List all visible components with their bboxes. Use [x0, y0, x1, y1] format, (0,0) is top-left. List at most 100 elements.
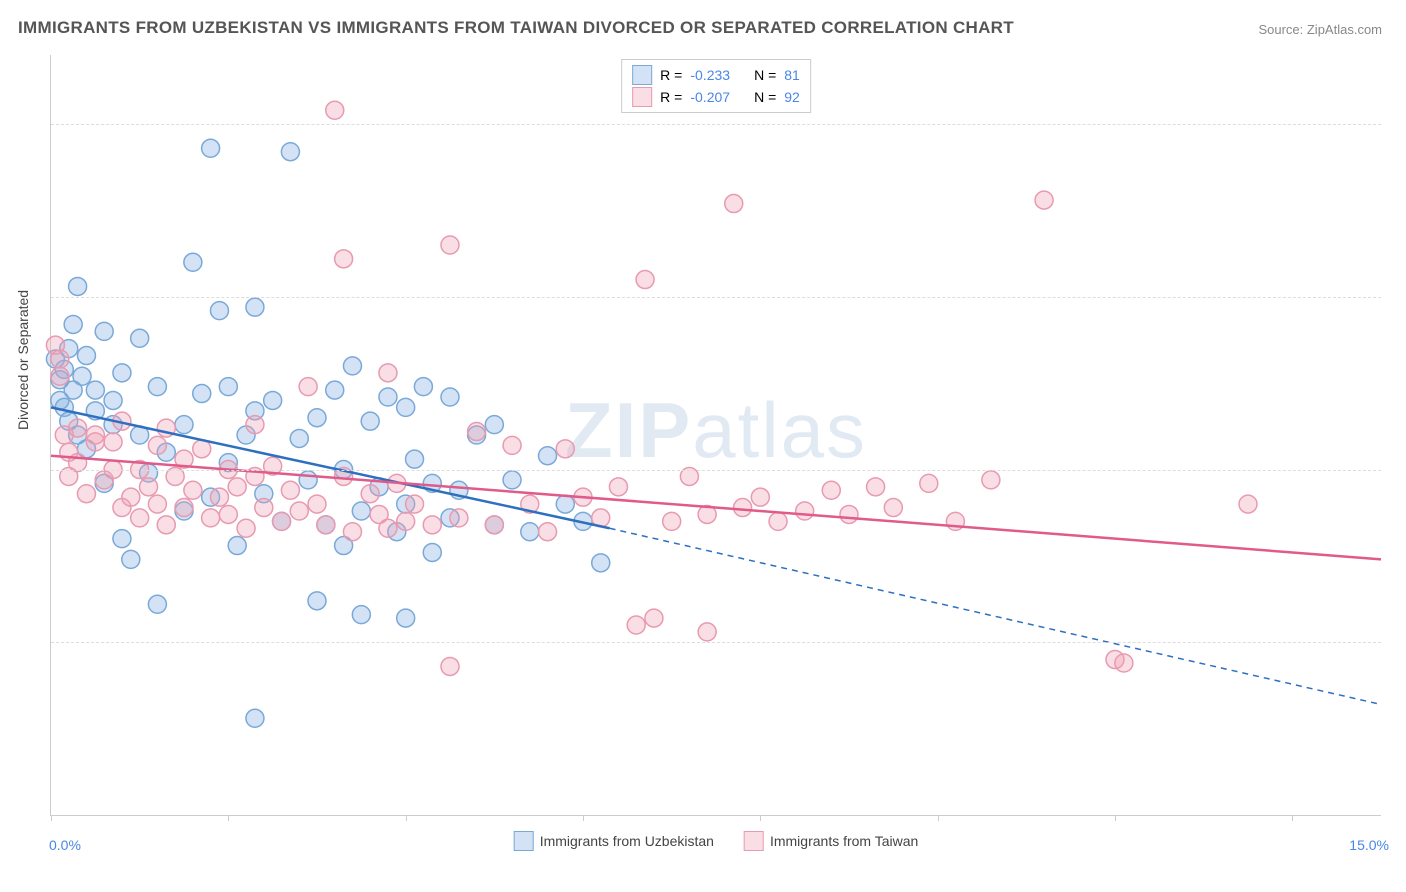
data-point	[441, 657, 459, 675]
data-point	[308, 495, 326, 513]
data-point	[1035, 191, 1053, 209]
data-point	[326, 101, 344, 119]
data-point	[86, 426, 104, 444]
data-point	[920, 474, 938, 492]
data-point	[246, 298, 264, 316]
data-point	[64, 315, 82, 333]
data-point	[796, 502, 814, 520]
x-tick-label-left: 0.0%	[49, 837, 81, 853]
x-tick	[760, 815, 761, 821]
data-point	[397, 512, 415, 530]
legend-label: Immigrants from Uzbekistan	[540, 833, 714, 849]
y-tick-label: 10.0%	[1391, 462, 1406, 478]
data-point	[175, 499, 193, 517]
chart-title: IMMIGRANTS FROM UZBEKISTAN VS IMMIGRANTS…	[18, 18, 1014, 38]
data-point	[725, 195, 743, 213]
data-point	[539, 523, 557, 541]
swatch-uzbekistan	[514, 831, 534, 851]
data-point	[326, 381, 344, 399]
data-point	[441, 388, 459, 406]
source-attribution: Source: ZipAtlas.com	[1258, 22, 1382, 37]
swatch-taiwan	[744, 831, 764, 851]
data-point	[335, 250, 353, 268]
data-point	[113, 364, 131, 382]
data-point	[769, 512, 787, 530]
data-point	[379, 364, 397, 382]
legend-row-uzbekistan: R = -0.233 N = 81	[632, 64, 800, 86]
data-point	[69, 277, 87, 295]
data-point	[317, 516, 335, 534]
data-point	[264, 391, 282, 409]
data-point	[379, 388, 397, 406]
data-point	[193, 385, 211, 403]
data-point	[184, 253, 202, 271]
data-point	[379, 519, 397, 537]
data-point	[636, 271, 654, 289]
data-point	[663, 512, 681, 530]
data-point	[627, 616, 645, 634]
data-point	[308, 409, 326, 427]
data-point	[406, 450, 424, 468]
data-point	[73, 367, 91, 385]
data-point	[982, 471, 1000, 489]
data-point	[202, 509, 220, 527]
data-point	[77, 485, 95, 503]
x-tick	[406, 815, 407, 821]
data-point	[556, 495, 574, 513]
data-point	[281, 481, 299, 499]
data-point	[397, 398, 415, 416]
gridline	[51, 297, 1381, 298]
data-point	[210, 302, 228, 320]
data-point	[751, 488, 769, 506]
data-point	[122, 488, 140, 506]
gridline	[51, 470, 1381, 471]
data-point	[734, 499, 752, 517]
chart-area: ZIPatlas R = -0.233 N = 81 R = -0.207 N …	[50, 55, 1381, 816]
data-point	[131, 509, 149, 527]
swatch-uzbekistan	[632, 65, 652, 85]
x-tick	[51, 815, 52, 821]
data-point	[361, 485, 379, 503]
r-label: R =	[660, 64, 682, 86]
x-tick	[228, 815, 229, 821]
legend-label: Immigrants from Taiwan	[770, 833, 918, 849]
legend-item-taiwan: Immigrants from Taiwan	[744, 831, 918, 851]
data-point	[840, 505, 858, 523]
data-point	[157, 516, 175, 534]
data-point	[131, 329, 149, 347]
data-point	[104, 433, 122, 451]
data-point	[884, 499, 902, 517]
data-point	[86, 381, 104, 399]
regression-line	[51, 456, 1381, 560]
data-point	[503, 436, 521, 454]
series-legend: Immigrants from Uzbekistan Immigrants fr…	[514, 831, 919, 851]
data-point	[645, 609, 663, 627]
data-point	[450, 509, 468, 527]
data-point	[503, 471, 521, 489]
data-point	[290, 502, 308, 520]
data-point	[423, 543, 441, 561]
y-tick-label: 15.0%	[1391, 289, 1406, 305]
data-point	[308, 592, 326, 610]
data-point	[69, 419, 87, 437]
regression-line-extrapolated	[610, 528, 1381, 704]
data-point	[184, 481, 202, 499]
data-point	[148, 495, 166, 513]
data-point	[352, 502, 370, 520]
y-axis-label: Divorced or Separated	[15, 290, 31, 430]
r-label: R =	[660, 86, 682, 108]
data-point	[51, 350, 69, 368]
data-point	[556, 440, 574, 458]
gridline	[51, 124, 1381, 125]
data-point	[148, 595, 166, 613]
data-point	[104, 391, 122, 409]
data-point	[423, 516, 441, 534]
data-point	[441, 236, 459, 254]
x-tick	[1115, 815, 1116, 821]
data-point	[299, 378, 317, 396]
data-point	[397, 609, 415, 627]
data-point	[1239, 495, 1257, 513]
data-point	[281, 143, 299, 161]
data-point	[122, 550, 140, 568]
x-tick-label-right: 15.0%	[1349, 837, 1389, 853]
